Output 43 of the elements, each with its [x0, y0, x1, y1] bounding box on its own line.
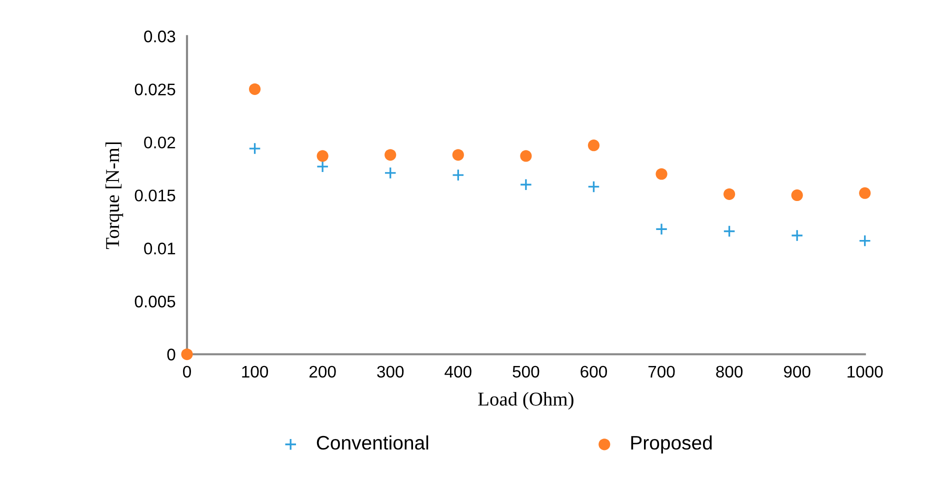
point: [723, 188, 736, 200]
y-tick-label: 0.01: [144, 242, 176, 254]
point: [452, 168, 464, 182]
point: [181, 348, 193, 360]
point: [520, 178, 532, 191]
x-tick-label: 700: [648, 366, 675, 378]
point: [248, 83, 261, 95]
x-tick-label: 600: [580, 366, 607, 378]
x-tick-label: 100: [242, 366, 268, 378]
point: [655, 222, 668, 236]
x-tick-label: 200: [310, 366, 336, 378]
point: [316, 150, 328, 162]
point: [791, 189, 803, 202]
x-axis-title: Load (Ohm): [478, 392, 574, 410]
legend-label: Proposed: [631, 435, 712, 454]
x-tick-label: 400: [444, 366, 472, 378]
point: [316, 160, 329, 173]
point: [723, 225, 736, 238]
point: [859, 187, 871, 199]
legend-label: Conventional: [316, 435, 428, 450]
point: [858, 234, 872, 248]
y-tick-label: 0.005: [134, 296, 176, 308]
y-tick-label: 0.025: [134, 84, 176, 96]
y-tick-label: 0: [167, 348, 176, 360]
x-tick-label: 900: [784, 366, 810, 378]
point: [588, 180, 600, 193]
point: [656, 168, 668, 180]
point: [384, 166, 397, 180]
point: [520, 150, 532, 162]
x-tick-label: 500: [512, 366, 540, 378]
y-axis-title: Torque [N-m]: [105, 142, 124, 249]
point: [248, 142, 261, 155]
y-tick-label: 0.015: [134, 190, 176, 202]
point: [790, 229, 804, 242]
point: [452, 149, 464, 161]
y-tick-label: 0.02: [144, 136, 176, 148]
x-tick-label: 300: [377, 366, 404, 378]
x-tick-label: 1000: [848, 366, 883, 378]
point: [384, 149, 396, 161]
x-tick-label: 0: [183, 366, 191, 378]
point: [588, 140, 600, 152]
y-tick-label: 0.03: [144, 30, 176, 42]
x-tick-label: 800: [716, 366, 743, 378]
